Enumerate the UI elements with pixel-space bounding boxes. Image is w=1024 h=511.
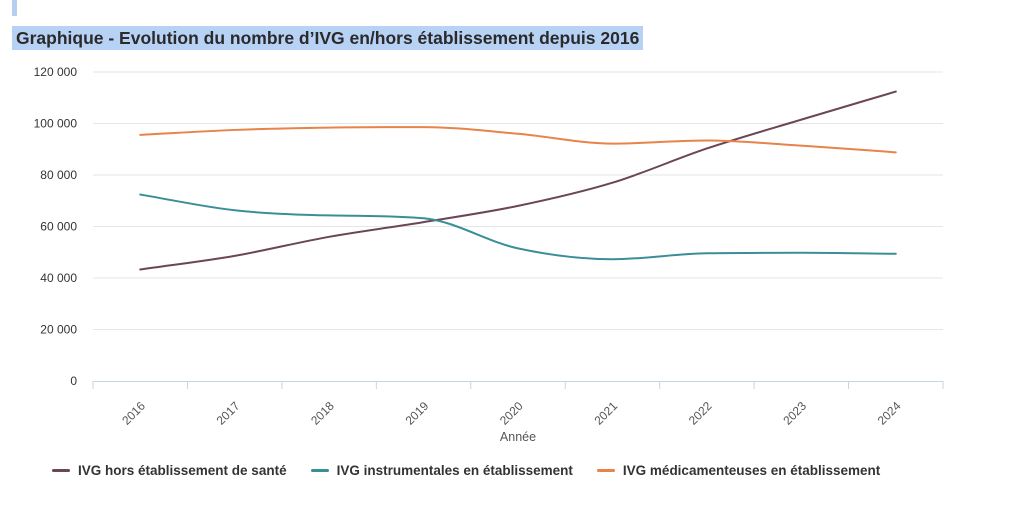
- x-tick-label: 2024: [875, 399, 904, 428]
- legend-swatch: [310, 469, 329, 472]
- legend-label: IVG hors établissement de santé: [78, 463, 287, 478]
- chart-title: Graphique - Evolution du nombre d’IVG en…: [16, 28, 640, 48]
- legend-item[interactable]: IVG médicamenteuses en établissement: [596, 463, 881, 478]
- series-line-ivg-instrumentales-en-tablissement: [139, 193, 897, 261]
- legend-label: IVG médicamenteuses en établissement: [622, 463, 881, 478]
- series-line-ivg-m-dicamenteuses-en-tablissement: [139, 126, 897, 154]
- legend-item[interactable]: IVG hors établissement de santé: [52, 463, 287, 478]
- y-tick-label: 80 000: [40, 168, 77, 182]
- legend-swatch: [596, 469, 615, 472]
- series-line-ivg-hors-tablissement-de-sant: [139, 90, 897, 271]
- x-tick-label: 2021: [591, 399, 620, 428]
- x-tick-label: 2017: [214, 399, 243, 428]
- legend-item[interactable]: IVG instrumentales en établissement: [310, 463, 573, 478]
- y-tick-label: 40 000: [40, 271, 77, 285]
- y-tick-label: 0: [70, 374, 77, 388]
- x-tick-label: 2016: [119, 399, 148, 428]
- chart-legend: IVG hors établissement de santé IVG instr…: [52, 463, 880, 478]
- legend-label: IVG instrumentales en établissement: [336, 463, 573, 478]
- y-tick-label: 120 000: [34, 65, 78, 79]
- y-tick-label: 60 000: [40, 220, 77, 234]
- chart-title-highlight: Graphique - Evolution du nombre d’IVG en…: [12, 26, 644, 50]
- x-tick-label: 2023: [780, 399, 809, 428]
- x-tick-label: 2022: [686, 399, 715, 428]
- x-tick-label: 2020: [497, 399, 526, 428]
- y-tick-label: 100 000: [34, 117, 78, 131]
- x-tick-label: 2018: [308, 399, 337, 428]
- y-tick-label: 20 000: [40, 323, 77, 337]
- x-tick-label: 2019: [403, 399, 432, 428]
- legend-swatch: [52, 469, 70, 472]
- title-accent-bar: [12, 0, 17, 16]
- x-axis-title: Année: [500, 430, 536, 444]
